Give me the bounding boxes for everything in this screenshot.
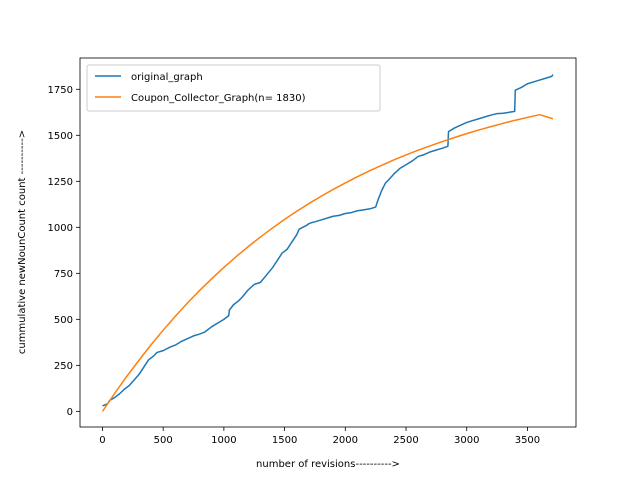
y-tick-label: 1750	[48, 85, 73, 96]
x-axis: 0 500 1000 1500 2000 2500 3000 3500	[99, 427, 540, 446]
legend-label-coupon: Coupon_Collector_Graph(n= 1830)	[131, 93, 306, 104]
x-tick-label: 1000	[211, 435, 236, 446]
y-tick-label: 750	[54, 269, 73, 280]
legend: original_graph Coupon_Collector_Graph(n=…	[86, 64, 381, 112]
y-tick-label: 500	[54, 315, 73, 326]
x-tick-label: 2500	[393, 435, 418, 446]
y-axis-label: cummulative newNounCount count ---------…	[17, 130, 28, 354]
x-tick-label: 3000	[454, 435, 479, 446]
x-tick-label: 2000	[333, 435, 358, 446]
legend-label-original: original_graph	[131, 72, 203, 83]
plot-lines	[101, 74, 554, 412]
y-tick-label: 250	[54, 361, 73, 372]
y-tick-label: 0	[67, 407, 73, 418]
y-tick-label: 1250	[48, 177, 73, 188]
axes-frame	[79, 57, 577, 428]
x-axis-label: number of revisions---------->	[256, 459, 400, 470]
x-tick-label: 3500	[515, 435, 540, 446]
series-line-original-graph	[102, 74, 554, 407]
series-line-coupon-collector	[101, 113, 554, 412]
x-tick-label: 0	[99, 435, 105, 446]
x-tick-label: 500	[154, 435, 173, 446]
y-tick-label: 1500	[48, 131, 73, 142]
y-tick-label: 1000	[48, 223, 73, 234]
x-tick-label: 1500	[272, 435, 297, 446]
y-axis: 0 250 500 750 1000 1250 1500 1750	[48, 85, 80, 418]
legend-box	[86, 64, 381, 112]
